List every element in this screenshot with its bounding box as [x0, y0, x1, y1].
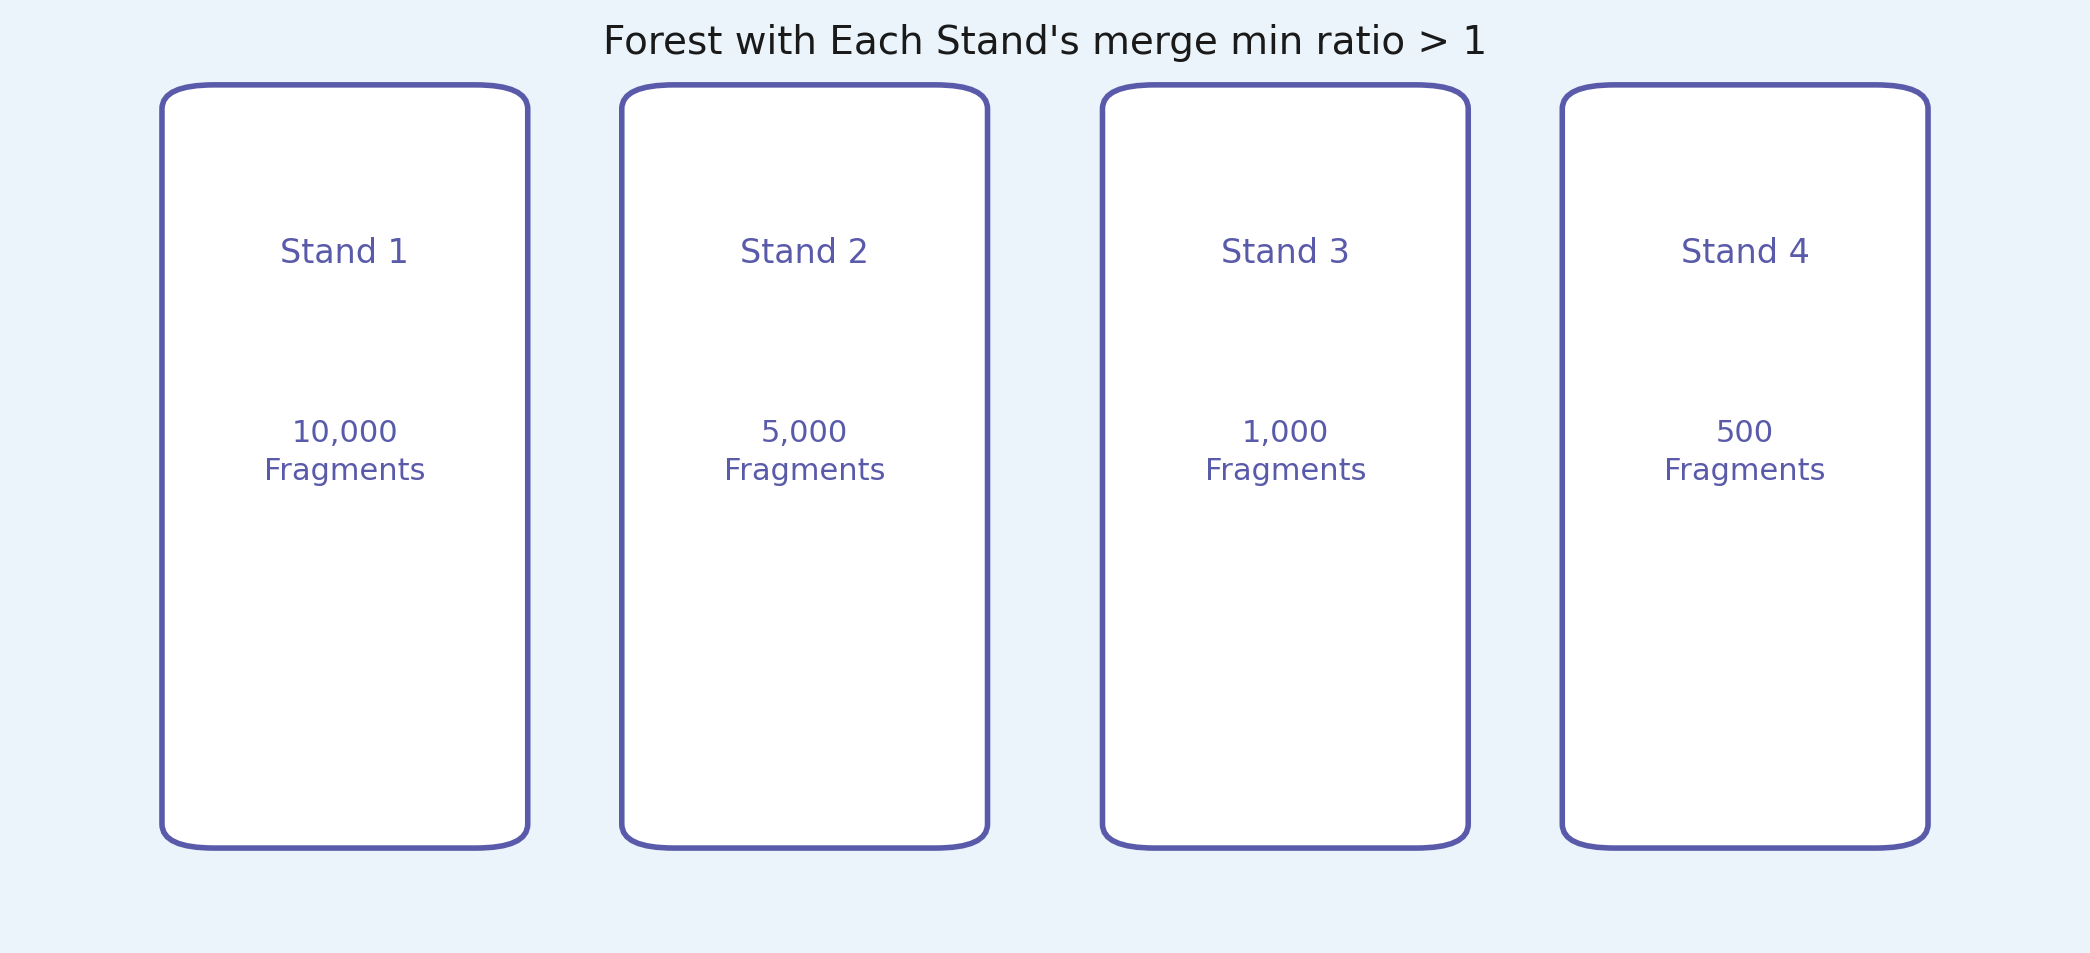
- Text: 1,000
Fragments: 1,000 Fragments: [1204, 418, 1367, 485]
- Text: 5,000
Fragments: 5,000 Fragments: [723, 418, 886, 485]
- FancyBboxPatch shape: [1561, 86, 1927, 848]
- FancyBboxPatch shape: [1104, 86, 1467, 848]
- Text: Stand 3: Stand 3: [1221, 237, 1350, 270]
- Text: Stand 1: Stand 1: [280, 237, 410, 270]
- FancyBboxPatch shape: [163, 86, 527, 848]
- Text: 10,000
Fragments: 10,000 Fragments: [263, 418, 426, 485]
- FancyBboxPatch shape: [623, 86, 986, 848]
- Text: Stand 4: Stand 4: [1680, 237, 1810, 270]
- Text: Stand 2: Stand 2: [740, 237, 869, 270]
- Text: Forest with Each Stand's merge min ratio > 1: Forest with Each Stand's merge min ratio…: [602, 24, 1488, 62]
- Text: 500
Fragments: 500 Fragments: [1664, 418, 1827, 485]
